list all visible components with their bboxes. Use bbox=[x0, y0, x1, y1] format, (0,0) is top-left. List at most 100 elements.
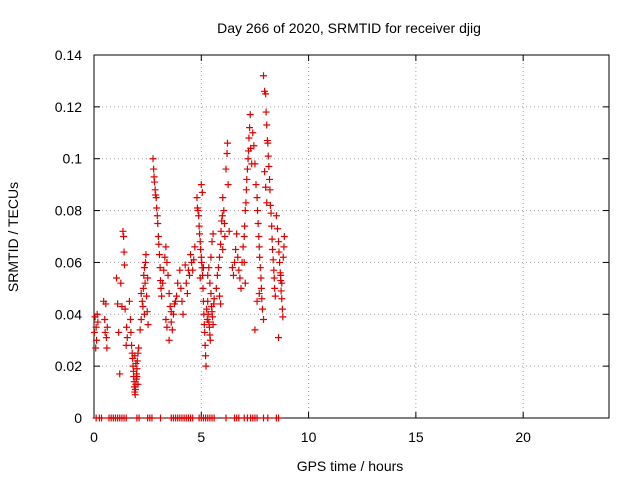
data-point bbox=[279, 313, 287, 321]
data-point bbox=[255, 233, 263, 240]
data-point bbox=[213, 271, 221, 279]
data-point bbox=[210, 295, 218, 303]
data-point bbox=[242, 186, 250, 194]
data-point bbox=[135, 344, 143, 352]
data-point bbox=[196, 274, 204, 282]
data-point bbox=[103, 323, 111, 331]
data-point bbox=[277, 271, 285, 279]
data-point bbox=[150, 165, 158, 173]
data-point bbox=[122, 414, 130, 422]
data-point bbox=[279, 253, 287, 261]
data-point bbox=[199, 284, 207, 292]
data-point bbox=[185, 271, 193, 279]
data-point bbox=[225, 227, 233, 235]
data-point bbox=[240, 258, 248, 266]
data-point bbox=[154, 233, 162, 240]
data-point bbox=[236, 274, 244, 282]
plot-frame bbox=[93, 54, 610, 419]
chart-title: Day 266 of 2020, SRMTID for receiver dji… bbox=[217, 20, 481, 36]
data-point bbox=[260, 72, 268, 80]
data-point bbox=[174, 279, 182, 287]
data-point bbox=[120, 261, 128, 269]
data-point bbox=[168, 326, 176, 334]
y-tick-label: 0.14 bbox=[55, 47, 82, 63]
data-point bbox=[272, 212, 280, 220]
data-point bbox=[219, 194, 227, 202]
data-point bbox=[200, 321, 208, 329]
data-point bbox=[241, 279, 249, 287]
data-point bbox=[131, 352, 139, 360]
data-point bbox=[159, 279, 167, 287]
data-point bbox=[232, 245, 240, 253]
data-point bbox=[276, 258, 284, 266]
data-point bbox=[218, 212, 226, 220]
data-point bbox=[216, 253, 224, 261]
data-point bbox=[140, 310, 148, 318]
y-tick-label: 0.04 bbox=[55, 306, 82, 322]
data-point bbox=[280, 243, 288, 251]
data-point bbox=[245, 134, 253, 142]
data-point bbox=[214, 264, 222, 272]
data-point bbox=[202, 352, 210, 360]
data-point bbox=[277, 287, 285, 295]
data-point bbox=[101, 315, 109, 323]
data-point bbox=[275, 238, 283, 246]
data-point bbox=[219, 245, 227, 253]
data-point bbox=[204, 297, 212, 305]
data-point bbox=[154, 220, 162, 228]
data-point bbox=[123, 323, 131, 331]
data-point bbox=[162, 315, 170, 323]
data-point bbox=[152, 194, 160, 202]
data-point bbox=[273, 225, 281, 233]
data-point bbox=[149, 155, 157, 163]
data-point bbox=[164, 271, 172, 279]
x-tick-label: 15 bbox=[408, 429, 424, 445]
y-tick-label: 0.02 bbox=[55, 358, 82, 374]
data-point bbox=[182, 279, 190, 287]
data-point bbox=[278, 295, 286, 303]
data-point bbox=[195, 212, 203, 220]
data-point bbox=[93, 336, 101, 344]
data-point bbox=[266, 175, 274, 183]
data-point bbox=[275, 248, 283, 256]
data-point bbox=[268, 235, 276, 243]
data-point bbox=[165, 336, 173, 344]
data-point bbox=[133, 365, 141, 373]
data-point bbox=[205, 264, 213, 272]
data-point bbox=[177, 284, 185, 292]
data-point bbox=[253, 414, 261, 422]
data-point bbox=[165, 290, 173, 298]
data-point bbox=[201, 328, 209, 336]
data-point bbox=[144, 321, 152, 329]
data-point bbox=[125, 297, 133, 305]
data-point bbox=[140, 271, 148, 279]
data-point bbox=[179, 310, 187, 318]
data-point bbox=[266, 201, 274, 209]
data-point bbox=[244, 155, 252, 163]
data-point bbox=[142, 251, 150, 259]
data-point bbox=[157, 284, 165, 292]
data-point bbox=[142, 258, 149, 266]
data-point bbox=[271, 292, 279, 300]
data-point bbox=[138, 297, 146, 305]
data-point bbox=[163, 258, 171, 266]
data-point bbox=[222, 165, 230, 173]
data-point bbox=[234, 253, 242, 261]
data-point bbox=[275, 414, 283, 422]
data-point bbox=[223, 139, 231, 147]
data-point bbox=[132, 360, 140, 368]
data-point bbox=[187, 251, 195, 259]
data-point bbox=[205, 323, 213, 331]
data-point bbox=[217, 227, 225, 235]
data-point bbox=[92, 323, 100, 331]
data-point bbox=[155, 240, 163, 248]
data-point bbox=[114, 300, 122, 308]
y-tick-label: 0.08 bbox=[55, 203, 82, 219]
data-point bbox=[194, 207, 202, 215]
data-point bbox=[208, 313, 216, 321]
data-point bbox=[246, 111, 254, 119]
data-point bbox=[220, 220, 228, 228]
data-point bbox=[280, 233, 288, 240]
